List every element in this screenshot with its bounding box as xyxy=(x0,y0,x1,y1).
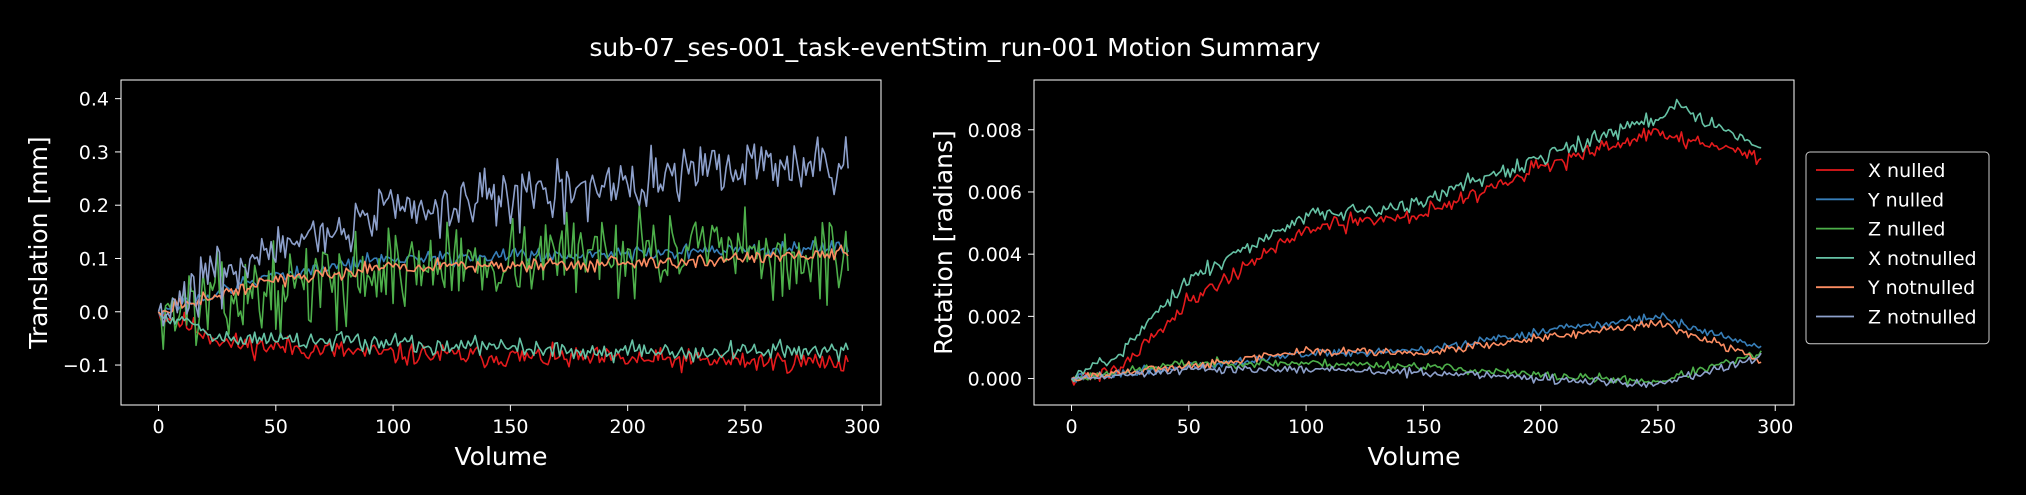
x-tick-label: 0 xyxy=(152,416,164,438)
translation-panel: 0 50 100 150 200 250 300 −0.1 0.0 0.1 0.2 0.3 0.4 Vol… xyxy=(24,79,882,471)
x-tick-label: 250 xyxy=(1640,416,1676,438)
figure-title: sub-07_ses-001_task-eventStim_run-001 Mo… xyxy=(589,33,1320,62)
series-lines xyxy=(157,136,849,374)
legend-entry-label: Y nulled xyxy=(1867,189,1944,211)
y-tick-label: 0.3 xyxy=(79,142,109,164)
y-tick-label: 0.008 xyxy=(968,120,1022,142)
series-lines xyxy=(1070,98,1762,389)
legend-entry-label: X nulled xyxy=(1868,160,1945,182)
axes-frame xyxy=(120,79,882,406)
x-tick-label: 200 xyxy=(610,416,646,438)
x-tick-label: 300 xyxy=(844,416,880,438)
y-tick-label: 0.000 xyxy=(968,369,1022,391)
y-tick-label: 0.1 xyxy=(79,248,109,270)
series-line-y-nulled xyxy=(1071,312,1762,383)
x-tick-label: 100 xyxy=(1288,416,1324,438)
x-tick-label: 100 xyxy=(375,416,411,438)
x-tick-label: 300 xyxy=(1757,416,1793,438)
legend-entry-label: Z notnulled xyxy=(1868,307,1977,329)
x-tick-label: 150 xyxy=(492,416,528,438)
x-tick-label: 250 xyxy=(727,416,763,438)
series-line-x-notnulled xyxy=(157,311,849,364)
series-line-z-notnulled xyxy=(157,136,849,327)
legend: X nulled Y nulled Z nulled X notnulled Y not… xyxy=(1805,151,1990,345)
legend-entry-label: X notnulled xyxy=(1868,248,1977,270)
series-line-y-notnulled xyxy=(1071,319,1762,382)
x-tick-label: 150 xyxy=(1405,416,1441,438)
series-line-y-notnulled xyxy=(157,244,849,316)
y-tick-label: 0.4 xyxy=(79,89,109,111)
x-tick-label: 50 xyxy=(264,416,288,438)
y-tick-label: 0.2 xyxy=(79,195,109,217)
x-tick-label: 50 xyxy=(1177,416,1201,438)
y-tick-label: 0.006 xyxy=(968,182,1022,204)
series-line-z-notnulled xyxy=(1071,352,1762,389)
y-tick-label: 0.002 xyxy=(968,306,1022,328)
series-line-z-nulled xyxy=(157,204,849,350)
y-tick-label: 0.0 xyxy=(79,302,109,324)
axes-frame xyxy=(1033,79,1795,406)
x-axis-label: Volume xyxy=(455,442,548,471)
x-tick-label: 200 xyxy=(1523,416,1559,438)
series-line-x-notnulled xyxy=(1070,98,1762,383)
y-tick-label: −0.1 xyxy=(63,355,109,377)
y-tick-label: 0.004 xyxy=(968,244,1022,266)
x-axis-label: Volume xyxy=(1368,442,1461,471)
legend-entry-label: Y notnulled xyxy=(1867,277,1975,299)
x-tick-label: 0 xyxy=(1065,416,1077,438)
y-axis-label: Translation [mm] xyxy=(24,136,53,349)
legend-entry-label: Z nulled xyxy=(1868,219,1945,241)
y-axis-label: Rotation [radians] xyxy=(929,130,958,355)
series-line-x-nulled xyxy=(1070,127,1762,386)
rotation-panel: 0 50 100 150 200 250 300 0.000 0.002 0.004 0.006 0.… xyxy=(929,79,1795,471)
